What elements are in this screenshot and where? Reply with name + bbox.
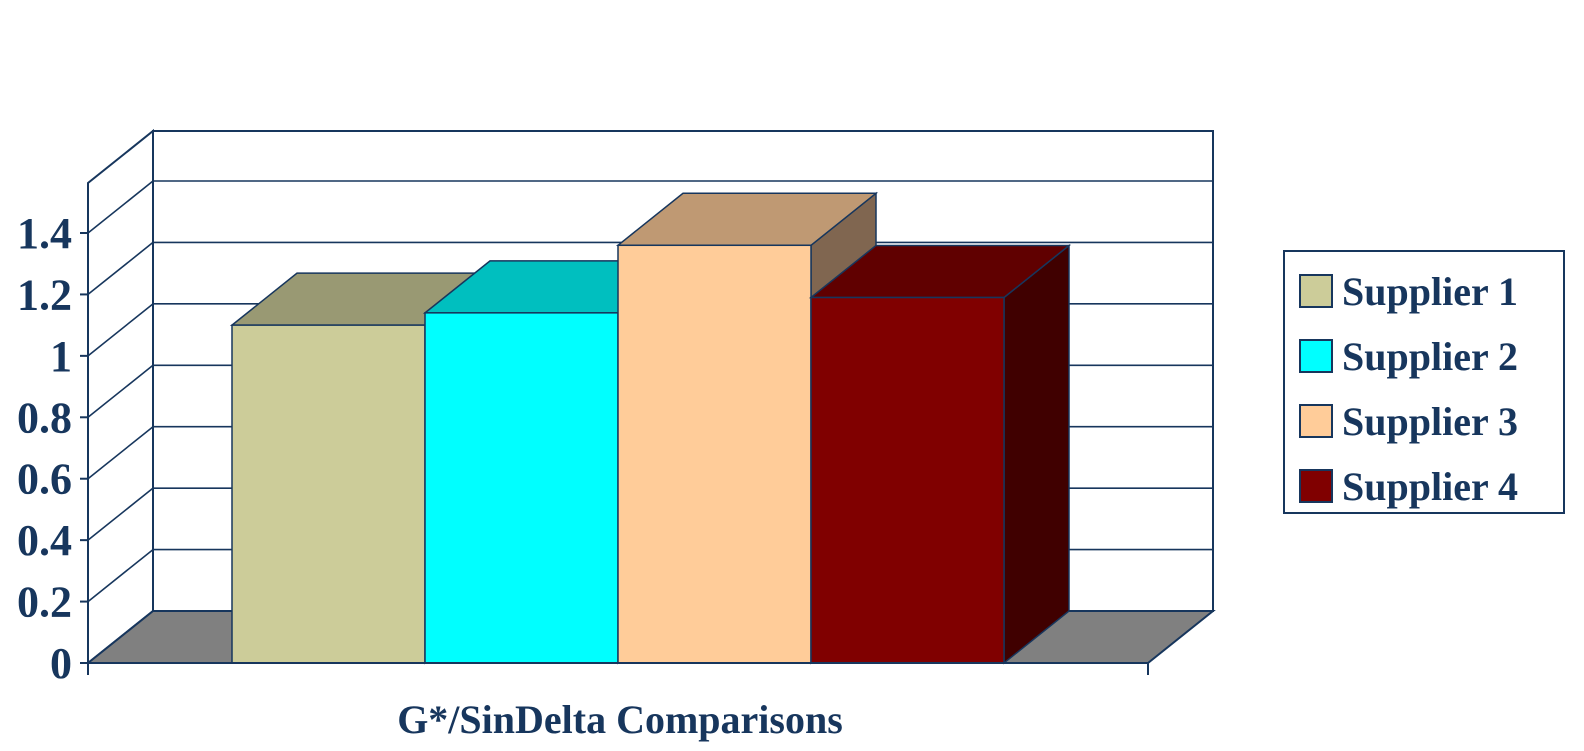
y-tick-label: 0.8	[17, 393, 72, 442]
gridline-side	[87, 364, 154, 418]
bars	[229, 191, 1072, 665]
legend-swatch-1	[1299, 274, 1333, 308]
legend-swatch-3	[1299, 404, 1333, 438]
axes	[80, 232, 1149, 675]
y-tick-label: 1.4	[17, 209, 72, 258]
gridline-side	[87, 426, 154, 480]
y-tick-label: 1.2	[17, 270, 72, 319]
y-tick-label: 1	[50, 332, 72, 381]
gridline-side	[87, 487, 154, 541]
side-wall	[87, 128, 154, 666]
y-tick-labels: 0 0.2 0.4 0.6 0.8 1 1.2 1.4	[17, 209, 72, 688]
bar-front-face	[617, 244, 812, 664]
bar-front-face	[810, 296, 1005, 664]
legend-label-1: Supplier 1	[1342, 269, 1518, 314]
bar-side-face	[1003, 243, 1070, 665]
y-tick-label: 0.4	[17, 516, 72, 565]
legend-label-3: Supplier 3	[1342, 399, 1518, 444]
gridline-side	[87, 303, 154, 357]
y-tick-label: 0	[50, 639, 72, 688]
y-tick-label: 0.6	[17, 455, 72, 504]
bar-4	[808, 243, 1072, 665]
y-tick-label: 0.2	[17, 578, 72, 627]
gridline-side	[87, 180, 154, 234]
legend-swatch-2	[1299, 339, 1333, 373]
legend-swatch-4	[1299, 469, 1333, 503]
bar-front-face	[231, 324, 426, 664]
gridline-side	[87, 548, 154, 603]
x-axis-category-label: G*/SinDelta Comparisons	[397, 697, 843, 742]
bar-front-face	[424, 312, 619, 664]
legend: Supplier 1 Supplier 2 Supplier 3 Supplier 4	[1283, 250, 1565, 514]
legend-label-2: Supplier 2	[1342, 334, 1518, 379]
gridline-side	[87, 241, 154, 296]
legend-label-4: Supplier 4	[1342, 464, 1518, 509]
